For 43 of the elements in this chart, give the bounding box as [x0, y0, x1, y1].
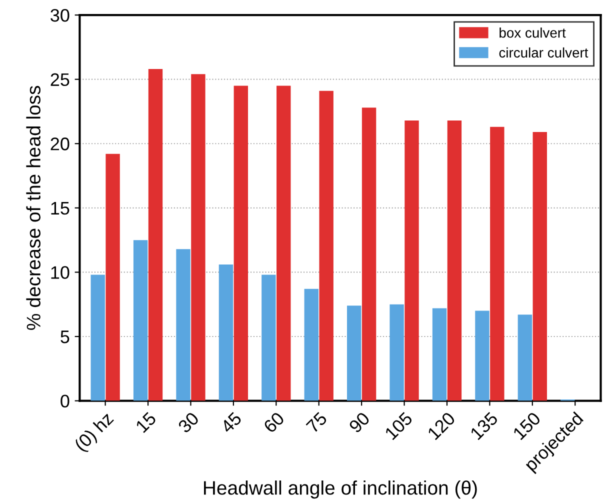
x-tick-label: 30 [177, 411, 200, 434]
x-tick-label: 75 [306, 412, 328, 434]
x-tick-label: 60 [262, 411, 286, 434]
y-tick-label: 0 [60, 394, 70, 408]
y-axis-title: % decrease of the head loss [26, 86, 40, 330]
bar [234, 86, 248, 401]
legend-label: circular culvert [499, 47, 588, 58]
x-tick-label: 135 [470, 411, 499, 440]
legend-label: box culvert [500, 28, 566, 38]
y-tick-label: 25 [50, 73, 70, 86]
bar [133, 240, 148, 401]
bar [518, 314, 532, 401]
x-tick-label: 90 [348, 411, 370, 434]
bar [90, 274, 105, 401]
x-axis-title: Headwall angle of inclination (θ) [204, 480, 477, 499]
bar [432, 308, 447, 401]
bar [404, 120, 419, 401]
bar [346, 306, 362, 401]
x-tick-label: (0) hz [73, 411, 117, 454]
bar [276, 86, 291, 401]
bar [475, 310, 490, 401]
y-tick-label: 5 [60, 330, 70, 344]
bar [362, 108, 376, 401]
y-tick-label: 15 [51, 202, 70, 215]
y-tick-label: 20 [50, 138, 70, 150]
bar [390, 304, 404, 401]
bar [106, 154, 120, 401]
bar [447, 120, 462, 401]
bar [148, 69, 163, 401]
bar [262, 274, 276, 401]
y-tick-label: 10 [51, 266, 70, 279]
y-tick-label: 30 [50, 8, 70, 22]
x-tick-label: 105 [384, 411, 414, 440]
bar [532, 132, 547, 401]
bar [218, 264, 234, 401]
bar [176, 249, 190, 401]
x-tick-label: 15 [135, 412, 157, 434]
x-tick-label: 45 [220, 412, 242, 434]
x-tick-label: 120 [427, 411, 456, 440]
bar [304, 288, 318, 401]
bar [191, 74, 206, 401]
bar [490, 126, 504, 401]
bar [319, 90, 334, 401]
